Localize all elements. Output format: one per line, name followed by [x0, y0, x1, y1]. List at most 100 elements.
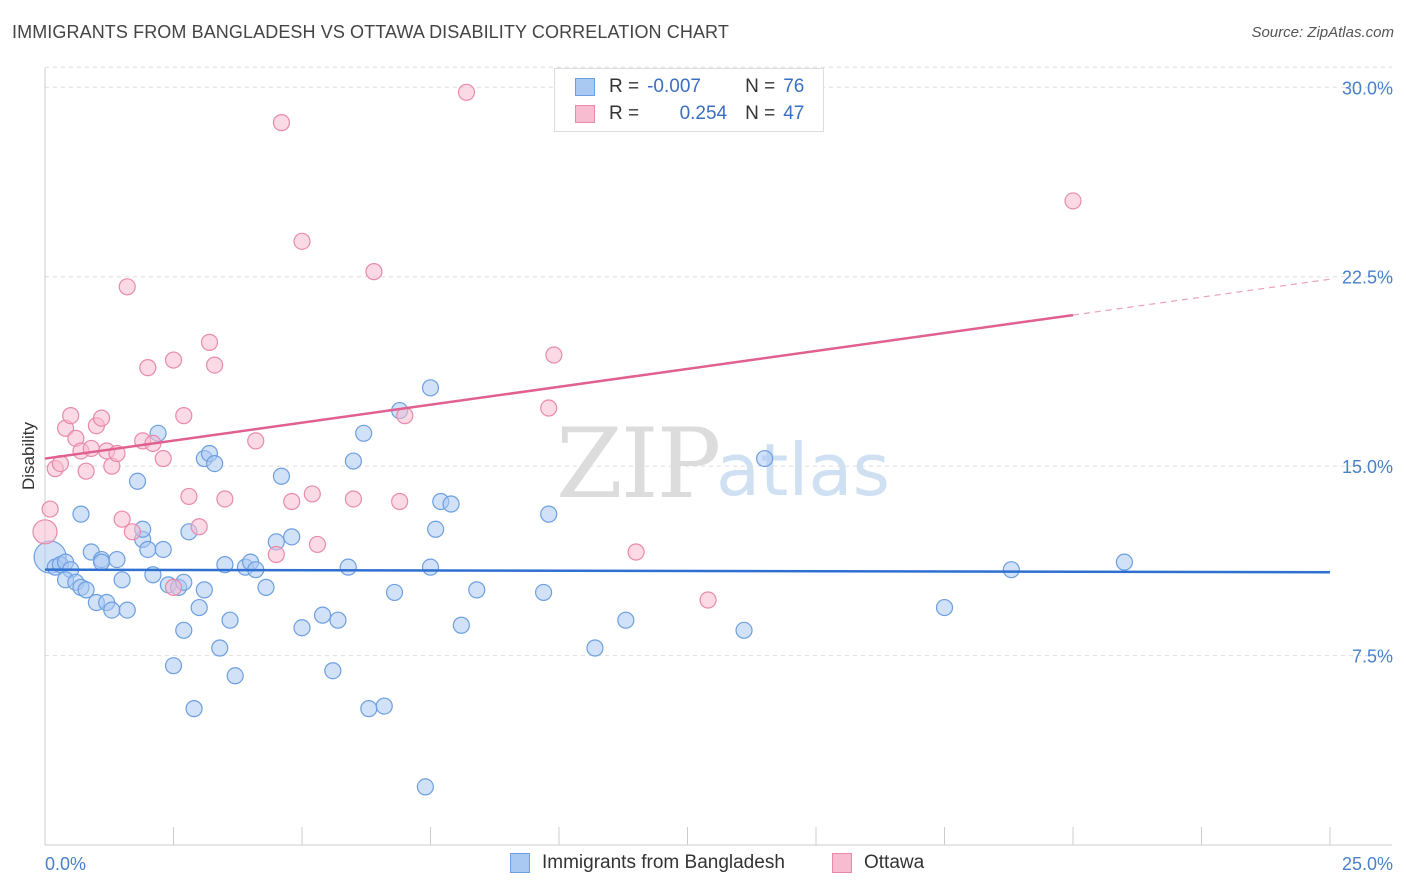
point-bangladesh	[226, 667, 244, 685]
point-ottawa	[1064, 192, 1082, 210]
point-bangladesh	[206, 455, 224, 473]
point-ottawa	[113, 510, 131, 528]
legend-r-label: R =	[609, 103, 640, 124]
point-ottawa	[123, 523, 141, 541]
point-bangladesh	[113, 571, 131, 589]
legend-n-label: N =	[745, 103, 776, 124]
watermark-atlas: atlas	[716, 428, 890, 512]
legend-swatch-ottawa	[575, 105, 595, 123]
watermark-zip: ZIP	[556, 408, 721, 520]
point-bangladesh	[72, 505, 90, 523]
point-ottawa	[118, 278, 136, 296]
point-ottawa	[164, 578, 183, 596]
point-bangladesh	[283, 528, 301, 546]
point-ottawa	[190, 518, 208, 536]
point-bangladesh	[313, 606, 332, 624]
point-ottawa	[540, 399, 558, 417]
point-bangladesh	[339, 558, 357, 576]
point-ottawa	[308, 535, 327, 554]
point-bangladesh	[416, 778, 434, 796]
bottom-legend-swatch-ottawa	[832, 853, 852, 873]
point-bangladesh	[329, 611, 347, 629]
point-ottawa	[303, 485, 321, 503]
point-bangladesh	[118, 601, 136, 619]
bottom-legend-swatch-bangladesh	[510, 853, 530, 873]
point-bangladesh	[221, 611, 239, 629]
point-bangladesh	[175, 621, 193, 639]
point-bangladesh	[103, 601, 121, 619]
y-tick-label: 15.0%	[1342, 457, 1393, 477]
stats-legend: R = -0.007 N = 76 R = 0.254 N = 47	[554, 68, 824, 132]
bottom-legend-label: Immigrants from Bangladesh	[542, 852, 785, 873]
point-bangladesh	[216, 556, 234, 574]
point-bangladesh	[293, 619, 311, 637]
point-ottawa	[365, 263, 383, 281]
legend-r-label: R =	[609, 76, 640, 97]
point-bangladesh	[534, 583, 553, 602]
legend-row-ottawa: R = 0.254 N = 47	[575, 102, 804, 126]
point-bangladesh	[92, 553, 111, 571]
bottom-legend-label: Ottawa	[864, 852, 925, 873]
point-bangladesh	[164, 657, 183, 675]
legend-n-label: N =	[745, 76, 776, 97]
point-ottawa	[545, 346, 563, 364]
y-axis-label: Disability	[19, 421, 38, 490]
point-bangladesh	[257, 578, 275, 596]
point-ottawa	[139, 359, 157, 377]
legend-n-value: 47	[783, 103, 805, 124]
point-ottawa	[457, 83, 476, 101]
point-bangladesh	[617, 611, 635, 629]
point-bangladesh	[421, 558, 440, 576]
point-ottawa	[200, 333, 219, 351]
point-ottawa	[247, 432, 265, 450]
point-bangladesh	[427, 520, 445, 538]
point-bangladesh	[128, 472, 147, 490]
point-bangladesh	[108, 550, 126, 569]
source-label: Source: ZipAtlas.com	[1251, 24, 1394, 41]
point-bangladesh	[421, 379, 440, 397]
point-ottawa	[272, 114, 291, 132]
y-tick-label: 22.5%	[1342, 268, 1393, 288]
point-ottawa	[32, 519, 58, 545]
point-bangladesh	[211, 639, 229, 657]
y-tick-label: 7.5%	[1352, 647, 1393, 667]
chart-title: IMMIGRANTS FROM BANGLADESH VS OTTAWA DIS…	[12, 22, 729, 42]
point-bangladesh	[360, 700, 378, 718]
point-bangladesh	[452, 616, 470, 634]
legend-n-value: 76	[783, 76, 805, 97]
point-ottawa	[344, 490, 362, 508]
legend-swatch-bangladesh	[575, 78, 595, 96]
bottom-legend-ottawa: Ottawa	[832, 852, 924, 874]
point-ottawa	[180, 487, 198, 506]
point-bangladesh	[344, 452, 362, 470]
legend-r-value: 0.254	[679, 103, 728, 124]
point-bangladesh	[272, 467, 291, 485]
point-bangladesh	[755, 449, 774, 468]
point-ottawa	[175, 407, 193, 425]
point-bangladesh	[77, 581, 95, 599]
point-bangladesh	[1115, 553, 1134, 571]
point-ottawa	[77, 462, 95, 480]
point-ottawa	[92, 409, 111, 427]
point-bangladesh	[324, 662, 342, 680]
trend-line-ottawa	[44, 313, 1074, 460]
point-ottawa	[699, 591, 717, 609]
point-bangladesh	[139, 540, 157, 559]
point-ottawa	[627, 543, 645, 561]
point-ottawa	[164, 351, 183, 369]
point-ottawa	[62, 407, 80, 425]
point-bangladesh	[735, 621, 753, 639]
x-tick-label: 25.0%	[1342, 854, 1393, 874]
point-ottawa	[267, 545, 285, 564]
point-ottawa	[206, 356, 224, 374]
point-bangladesh	[586, 639, 604, 657]
point-bangladesh	[355, 424, 373, 442]
point-bangladesh	[1002, 561, 1020, 579]
point-ottawa	[216, 490, 234, 508]
trend-line-bangladesh	[44, 568, 1331, 574]
legend-r-value: -0.007	[647, 76, 701, 97]
bottom-legend: Immigrants from Bangladesh Ottawa	[0, 852, 1406, 878]
point-bangladesh	[442, 495, 460, 513]
x-tick-label: 0.0%	[45, 854, 86, 874]
